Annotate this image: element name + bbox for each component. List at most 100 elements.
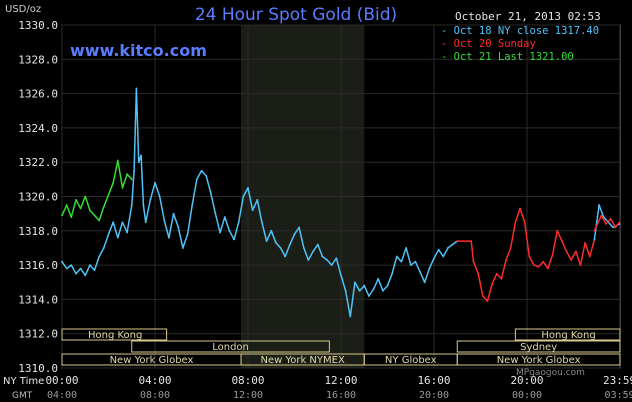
data-point: [605, 223, 607, 225]
y-tick-label: 1316.0: [18, 259, 58, 272]
legend-entry: - Oct 18 NY close 1317.40: [441, 25, 599, 37]
data-point: [107, 193, 110, 196]
data-point: [377, 277, 380, 280]
data-point: [93, 214, 96, 217]
gmt-tick-label: 00:00: [512, 390, 542, 401]
data-point: [209, 192, 212, 194]
data-point: [298, 226, 301, 229]
y-tick-label: 1326.0: [18, 88, 58, 101]
session-box: [61, 328, 168, 341]
data-point: [116, 159, 119, 162]
y-tick-label: 1328.0: [18, 53, 58, 66]
watermark: MPgaogou.com: [516, 368, 585, 378]
y-tick-label: 1324.0: [18, 122, 58, 135]
data-point: [126, 231, 128, 234]
chart-title: 24 Hour Spot Gold (Bid): [195, 5, 397, 25]
session-box: [456, 340, 621, 353]
legend-entry: - Oct 20 Sunday: [441, 38, 536, 50]
data-point: [542, 260, 545, 263]
data-point: [612, 226, 614, 229]
website-label: www.kitco.com: [70, 41, 207, 60]
data-point: [326, 259, 328, 261]
data-point: [70, 216, 73, 218]
legend: - Oct 18 NY close 1317.40- Oct 20 Sunday…: [441, 25, 599, 63]
data-point: [470, 240, 473, 242]
y-axis-unit: USD/oz: [5, 4, 41, 15]
data-point: [381, 289, 384, 292]
data-point: [600, 214, 603, 217]
data-point: [609, 217, 612, 220]
data-point: [233, 238, 235, 241]
data-point: [121, 221, 124, 224]
data-point: [102, 205, 105, 208]
data-point: [363, 284, 366, 287]
data-point: [528, 255, 531, 258]
data-point: [130, 204, 133, 206]
y-tick-label: 1310.0: [18, 362, 58, 375]
data-point: [84, 195, 87, 198]
data-point: [200, 169, 203, 172]
data-point: [547, 267, 549, 270]
data-point: [556, 229, 559, 232]
y-tick-label: 1320.0: [18, 191, 58, 204]
data-point: [116, 236, 119, 239]
data-point: [514, 221, 517, 224]
data-point: [330, 264, 333, 266]
data-point: [223, 216, 226, 218]
session-label: New York Globex: [110, 355, 194, 366]
data-point: [302, 247, 305, 249]
data-point: [228, 229, 231, 232]
data-point: [433, 257, 435, 260]
data-point: [186, 233, 189, 236]
data-point: [126, 173, 128, 176]
data-point: [405, 247, 407, 249]
series-line: [593, 204, 620, 240]
data-point: [102, 247, 105, 249]
data-point: [135, 87, 138, 90]
data-point: [419, 271, 421, 273]
data-point: [130, 178, 133, 181]
data-point: [505, 259, 507, 261]
data-point: [428, 267, 431, 270]
gmt-tick-label: 12:00: [233, 390, 263, 401]
data-point: [142, 204, 145, 206]
data-point: [349, 315, 352, 318]
data-point: [344, 289, 347, 292]
data-point: [265, 240, 268, 242]
data-point: [491, 283, 494, 285]
ny-time-tick-label: 08:00: [231, 374, 264, 387]
data-point: [579, 264, 582, 266]
data-point: [112, 181, 115, 184]
data-point: [214, 212, 217, 215]
data-point: [537, 265, 540, 268]
session-label: Hong Kong: [88, 330, 142, 341]
data-point: [437, 248, 440, 251]
data-point: [618, 221, 621, 224]
session-box: [514, 328, 621, 341]
data-point: [237, 221, 240, 224]
data-point: [89, 209, 91, 212]
data-point: [533, 264, 535, 266]
data-point: [372, 288, 375, 291]
legend-entry: - Oct 21 Last 1321.00: [441, 51, 574, 63]
ny-time-tick-label: 00:00: [45, 374, 78, 387]
y-tick-label: 1322.0: [18, 156, 58, 169]
gmt-tick-label: 04:00: [47, 390, 77, 401]
data-point: [195, 178, 198, 181]
data-point: [121, 187, 124, 189]
data-point: [335, 257, 338, 260]
grid: [61, 24, 621, 369]
data-point: [75, 199, 77, 201]
data-point: [495, 272, 498, 275]
data-point: [61, 214, 63, 217]
data-point: [89, 264, 91, 266]
y-axis-ticks: 1330.0 1328.0 1326.0 1324.0 1322.0 1320.0 1318…: [18, 19, 58, 375]
ny-time-row-label: NY Time: [3, 376, 44, 387]
data-point: [584, 241, 587, 244]
data-point: [570, 259, 573, 261]
session-label: New York NYMEX: [260, 355, 345, 366]
gmt-row-label: GMT: [12, 391, 33, 401]
series-line: [593, 214, 621, 232]
data-point: [368, 295, 370, 297]
